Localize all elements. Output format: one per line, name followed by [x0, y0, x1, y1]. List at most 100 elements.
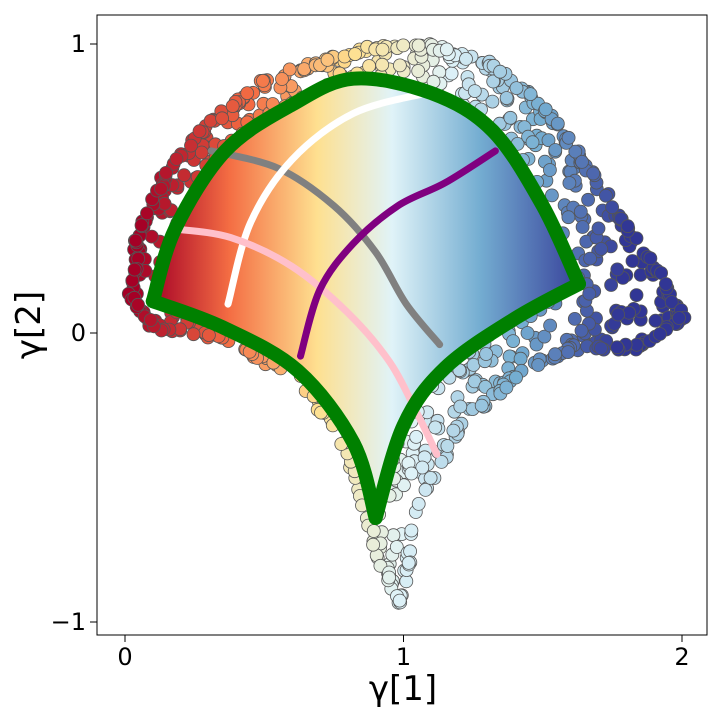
- scatter-point: [375, 42, 390, 57]
- scatter-point: [255, 74, 270, 88]
- scatter-point: [541, 133, 556, 148]
- scatter-point: [620, 219, 635, 234]
- scatter-point: [275, 72, 289, 86]
- scatter-point: [415, 460, 430, 475]
- scatter-point: [169, 152, 184, 166]
- scatter-point: [573, 204, 588, 219]
- scatter-point: [215, 111, 230, 126]
- scatter-point: [392, 593, 407, 608]
- y-tick-label: −1: [51, 608, 86, 636]
- scatter-point: [186, 327, 201, 342]
- scatter-point: [375, 57, 390, 72]
- scatter-point: [664, 295, 679, 310]
- scatter-point: [575, 220, 590, 234]
- scatter-point: [282, 62, 297, 77]
- y-tick-label: 0: [71, 319, 86, 347]
- scatter-point: [503, 110, 518, 125]
- scatter-point: [409, 429, 424, 444]
- scatter-point: [625, 254, 640, 268]
- scatter-point: [599, 188, 613, 203]
- scatter-point: [583, 251, 597, 266]
- scatter-point: [366, 537, 381, 552]
- scatter-point: [643, 251, 658, 266]
- scatter-point: [591, 221, 606, 236]
- scatter-point: [444, 66, 459, 81]
- scatter-point: [561, 210, 576, 225]
- outline-edge-top: [145, 71, 586, 309]
- scatter-point: [513, 351, 528, 366]
- scatter-point: [467, 374, 482, 389]
- scatter-point: [545, 188, 559, 203]
- outline-edge-left: [145, 294, 383, 525]
- scatter-point: [574, 323, 589, 338]
- scatter-point: [396, 38, 411, 53]
- grid-curve-800080: [297, 147, 499, 360]
- scatter-point: [648, 313, 663, 328]
- scatter-point: [362, 59, 377, 73]
- scatter-point: [143, 313, 158, 327]
- scatter-point: [366, 524, 381, 538]
- x-tick-label: 0: [117, 643, 132, 671]
- scatter-point: [543, 318, 557, 333]
- scatter-point: [428, 420, 443, 435]
- scatter-point: [127, 262, 142, 277]
- scatter-point: [184, 138, 198, 153]
- scatter-point: [581, 192, 595, 207]
- scatter-point: [568, 144, 583, 159]
- scatter-point: [411, 38, 426, 53]
- scatter-point: [629, 231, 644, 246]
- scatter-point: [140, 206, 154, 221]
- scatter-point: [440, 439, 455, 453]
- scatter-point: [144, 229, 159, 244]
- grid-curve-ffc0cb: [171, 225, 441, 458]
- scatter-point: [131, 297, 145, 312]
- scatter-point: [128, 233, 143, 248]
- scatter-point: [382, 570, 397, 585]
- scatter-point: [154, 181, 168, 196]
- scatter-point: [320, 53, 335, 67]
- scatter-point: [348, 47, 363, 61]
- scatter-point: [459, 52, 473, 66]
- scatter-point: [659, 277, 673, 291]
- scatter-point: [611, 307, 625, 322]
- scatter-point: [629, 288, 644, 303]
- scatter-point: [225, 99, 240, 113]
- scatter-point: [548, 143, 563, 157]
- x-tick-label: 1: [396, 643, 411, 671]
- scatter-point: [192, 124, 207, 139]
- scatter-point: [561, 130, 576, 145]
- scatter-point: [537, 329, 552, 344]
- scatter-point: [550, 116, 565, 131]
- scatter-point: [499, 380, 514, 395]
- scatter-point: [404, 523, 419, 538]
- scatter-point: [610, 340, 624, 355]
- scatter-point: [561, 345, 575, 360]
- scatter-point: [543, 163, 557, 177]
- scatter-point: [453, 399, 468, 414]
- plot-frame: [96, 14, 708, 636]
- scatter-point: [159, 165, 173, 180]
- scatter-point: [538, 102, 553, 117]
- scatter-point: [672, 311, 686, 325]
- outline-edge-right: [368, 276, 586, 525]
- scatter-point: [411, 496, 426, 511]
- scatter-point: [582, 286, 597, 301]
- scatter-point: [203, 113, 218, 128]
- scatter-point: [474, 398, 489, 413]
- scatter-point: [486, 74, 501, 89]
- scatter-point: [411, 64, 426, 78]
- scatter-point: [386, 528, 401, 543]
- scatter-point: [567, 311, 582, 326]
- scatter-point: [548, 347, 562, 362]
- scatter-point: [575, 154, 589, 169]
- grid-curve-ffffff: [224, 89, 430, 308]
- scatter-point: [523, 87, 538, 101]
- scatter-point: [467, 84, 482, 98]
- scatter-point: [479, 347, 494, 361]
- scatter-point: [610, 262, 625, 277]
- scatter-point: [389, 540, 404, 554]
- scatter-point: [586, 166, 601, 181]
- scatter-point: [499, 91, 514, 105]
- y-tick-label: 1: [71, 30, 86, 58]
- scatter-point: [653, 327, 667, 341]
